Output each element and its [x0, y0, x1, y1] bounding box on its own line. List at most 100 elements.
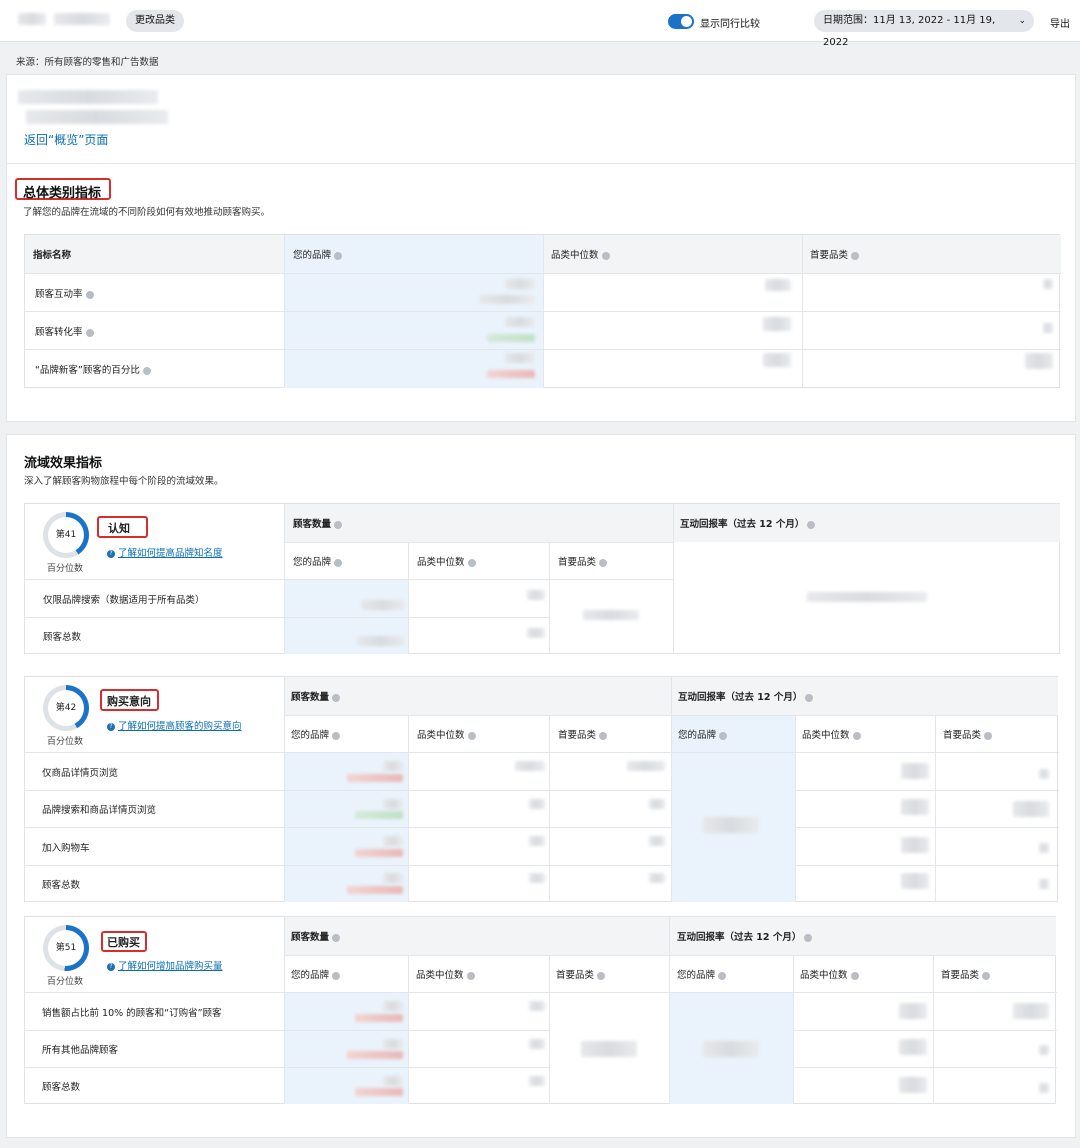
blurred-brand [18, 13, 46, 25]
blurred-value [1013, 801, 1049, 817]
blurred-value [1043, 323, 1053, 333]
blurred-value [1039, 1083, 1049, 1093]
blurred-value [347, 886, 403, 894]
blurred-value [527, 590, 545, 600]
blurred-value [649, 836, 665, 846]
sub-header-label: 首要品类 [556, 970, 595, 981]
sub-header-top: 首要品类 [558, 554, 608, 568]
info-icon[interactable] [599, 558, 608, 567]
info-icon[interactable] [850, 971, 859, 980]
row-label: 加入购物车 [42, 843, 90, 854]
blurred-value [703, 817, 759, 833]
info-icon[interactable] [85, 328, 94, 337]
header-customer-count: 顾客数量 [291, 929, 341, 943]
info-icon[interactable] [718, 971, 727, 980]
percentile-label: 百分位数 [47, 737, 84, 747]
blurred-value [1039, 769, 1049, 779]
info-icon[interactable] [807, 520, 816, 529]
blurred-value [529, 1001, 545, 1011]
export-button[interactable]: 导出 [1050, 19, 1070, 30]
header-return-rate: 互动回报率（过去 12 个月） [680, 516, 816, 530]
sub-header-label: 首要品类 [558, 557, 597, 568]
sub-header-label: 您的品牌 [291, 970, 330, 981]
overall-table: 指标名称 您的品牌 品类中位数 首要品类 顾客互动率 顾客转化率 “品牌新客”顾… [24, 234, 1061, 388]
header-brand: 您的品牌 [293, 247, 343, 261]
sub-header-top: 首要品类 [943, 727, 993, 741]
info-icon[interactable] [467, 731, 476, 740]
blurred-value [505, 317, 535, 327]
blurred-value [347, 774, 403, 782]
learn-link-text[interactable]: 了解如何提高顾客的购买意向 [118, 721, 242, 732]
blurred-value [529, 1076, 545, 1086]
learn-link[interactable]: ? 了解如何提高顾客的购买意向 [107, 718, 242, 732]
header-return-rate-label: 互动回报率（过去 12 个月） [680, 519, 805, 530]
info-icon[interactable] [601, 251, 610, 260]
info-icon[interactable] [597, 971, 606, 980]
blurred-value [1039, 1045, 1049, 1055]
row-label-text: “品牌新客”顾客的百分比 [35, 365, 140, 376]
info-icon[interactable] [851, 251, 860, 260]
info-icon[interactable] [334, 520, 343, 529]
sub-header-top: 首要品类 [556, 967, 606, 981]
learn-link-text[interactable]: 了解如何增加品牌购买量 [118, 961, 223, 972]
learn-link-text[interactable]: 了解如何提高品牌知名度 [118, 548, 223, 559]
stage-label: 购买意向 [107, 695, 151, 708]
info-icon[interactable] [467, 558, 476, 567]
info-icon[interactable] [332, 693, 341, 702]
help-icon: ? [107, 722, 115, 731]
blurred-brand-name [54, 13, 110, 25]
sub-header-top: 首要品类 [558, 727, 608, 741]
info-icon[interactable] [332, 731, 341, 740]
stage-label: 已购买 [107, 936, 140, 949]
info-icon[interactable] [599, 731, 608, 740]
help-icon: ? [107, 549, 115, 558]
blurred-value [1039, 843, 1049, 853]
blurred-value [1013, 1003, 1049, 1019]
date-range-button[interactable]: 日期范围：11月 13, 2022 - 11月 19, 2022 ⌄ [814, 10, 1034, 48]
blurred-value [383, 836, 403, 846]
blurred-value [355, 1014, 403, 1022]
blurred-value [361, 600, 405, 610]
learn-link[interactable]: ? 了解如何增加品牌购买量 [107, 958, 223, 972]
blurred-value [355, 811, 403, 819]
blurred-value [901, 873, 929, 889]
show-peer-toggle[interactable] [668, 14, 694, 29]
info-icon[interactable] [804, 933, 813, 942]
sub-header-median: 品类中位数 [417, 727, 476, 741]
change-category-button[interactable]: 更改品类 [126, 10, 184, 32]
info-icon[interactable] [334, 558, 343, 567]
sub-header-brand: 您的品牌 [291, 967, 341, 981]
row-label: 顾客互动率 [35, 286, 94, 300]
blurred-value [529, 799, 545, 809]
info-icon[interactable] [332, 971, 341, 980]
info-icon[interactable] [334, 251, 343, 260]
info-icon[interactable] [805, 693, 814, 702]
sub-header-median: 品类中位数 [800, 967, 859, 981]
header-customer-count-label: 顾客数量 [291, 692, 330, 703]
info-icon[interactable] [466, 971, 475, 980]
show-peer-label: 显示同行比较 [700, 19, 760, 30]
date-range-label: 日期范围：11月 13, 2022 - 11月 19, 2022 [823, 15, 996, 48]
blurred-value [505, 353, 535, 363]
chevron-down-icon: ⌄ [1018, 16, 1026, 26]
blurred-value [899, 1039, 927, 1055]
sub-header-label: 首要品类 [558, 730, 597, 741]
info-icon[interactable] [142, 366, 151, 375]
info-icon[interactable] [719, 731, 728, 740]
info-icon[interactable] [332, 933, 341, 942]
info-icon[interactable] [982, 971, 991, 980]
info-icon[interactable] [852, 731, 861, 740]
blurred-value [763, 353, 791, 367]
blurred-value [505, 279, 535, 289]
blurred-value [515, 761, 545, 771]
back-to-overview-link[interactable]: 返回“概览”页面 [24, 133, 109, 147]
info-icon[interactable] [85, 290, 94, 299]
learn-link[interactable]: ? 了解如何提高品牌知名度 [107, 545, 223, 559]
blurred-value [487, 334, 535, 342]
header-median-label: 品类中位数 [551, 250, 599, 261]
info-icon[interactable] [984, 731, 993, 740]
blurred-value [383, 799, 403, 809]
sub-header-label: 品类中位数 [417, 730, 465, 741]
row-label: 仅限品牌搜索（数据适用于所有品类） [43, 595, 205, 606]
sub-header-label: 首要品类 [943, 730, 982, 741]
